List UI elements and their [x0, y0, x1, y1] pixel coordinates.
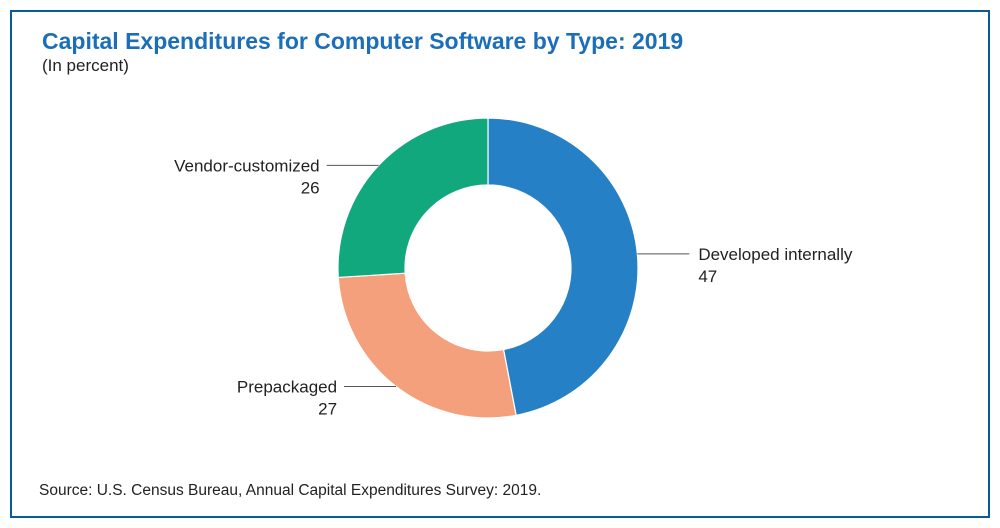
- slice-value-prepackaged: 27: [318, 400, 337, 419]
- leader-lines: [326, 164, 690, 388]
- slice-value-vendor-customized: 26: [301, 178, 320, 197]
- chart-subtitle: (In percent): [42, 56, 129, 75]
- chart-title: Capital Expenditures for Computer Softwa…: [42, 28, 684, 54]
- slice-label-prepackaged: Prepackaged: [237, 378, 337, 397]
- chart-frame: Capital Expenditures for Computer Softwa…: [10, 10, 990, 518]
- slice-label-vendor-customized: Vendor-customized: [174, 156, 320, 175]
- slice-value-developed-internally: 47: [698, 267, 717, 286]
- slice-prepackaged: [337, 272, 517, 419]
- slice-label-developed-internally: Developed internally: [698, 245, 853, 264]
- slice-labels: Developed internally 47 Prepackaged 27 Vendo…: [174, 156, 853, 418]
- slice-vendor-customized: [337, 117, 489, 279]
- source-note: Source: U.S. Census Bureau, Annual Capit…: [39, 482, 542, 499]
- donut-chart: Developed internally 47 Prepackaged 27 Vendo…: [174, 117, 853, 419]
- slice-developed-internally: [487, 117, 639, 417]
- donut-slices: [337, 117, 639, 419]
